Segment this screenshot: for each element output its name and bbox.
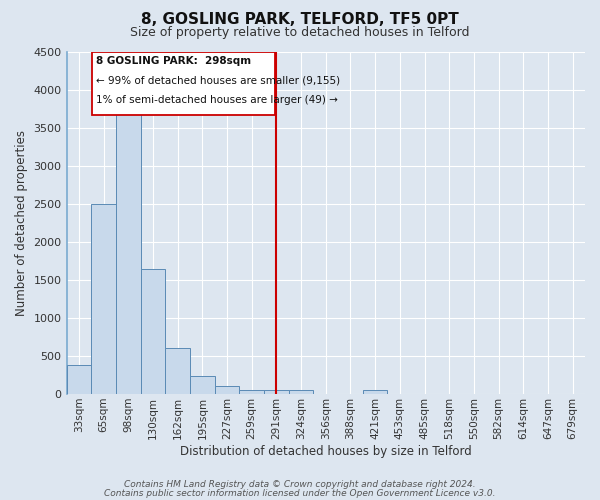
Bar bbox=[289, 390, 313, 394]
Text: ← 99% of detached houses are smaller (9,155): ← 99% of detached houses are smaller (9,… bbox=[96, 76, 340, 86]
Text: Contains HM Land Registry data © Crown copyright and database right 2024.: Contains HM Land Registry data © Crown c… bbox=[124, 480, 476, 489]
Bar bbox=[264, 390, 289, 394]
Bar bbox=[91, 204, 116, 394]
Text: 8 GOSLING PARK:  298sqm: 8 GOSLING PARK: 298sqm bbox=[96, 56, 251, 66]
Text: 8, GOSLING PARK, TELFORD, TF5 0PT: 8, GOSLING PARK, TELFORD, TF5 0PT bbox=[141, 12, 459, 28]
Bar bbox=[116, 108, 140, 394]
Bar bbox=[190, 376, 215, 394]
Bar bbox=[239, 390, 264, 394]
Bar bbox=[215, 386, 239, 394]
X-axis label: Distribution of detached houses by size in Telford: Distribution of detached houses by size … bbox=[180, 444, 472, 458]
Y-axis label: Number of detached properties: Number of detached properties bbox=[15, 130, 28, 316]
Text: Size of property relative to detached houses in Telford: Size of property relative to detached ho… bbox=[130, 26, 470, 39]
Bar bbox=[67, 365, 91, 394]
Bar bbox=[92, 52, 275, 116]
Bar bbox=[363, 390, 388, 394]
Text: 1% of semi-detached houses are larger (49) →: 1% of semi-detached houses are larger (4… bbox=[96, 94, 338, 104]
Text: Contains public sector information licensed under the Open Government Licence v3: Contains public sector information licen… bbox=[104, 490, 496, 498]
Bar bbox=[165, 348, 190, 394]
Bar bbox=[140, 269, 165, 394]
